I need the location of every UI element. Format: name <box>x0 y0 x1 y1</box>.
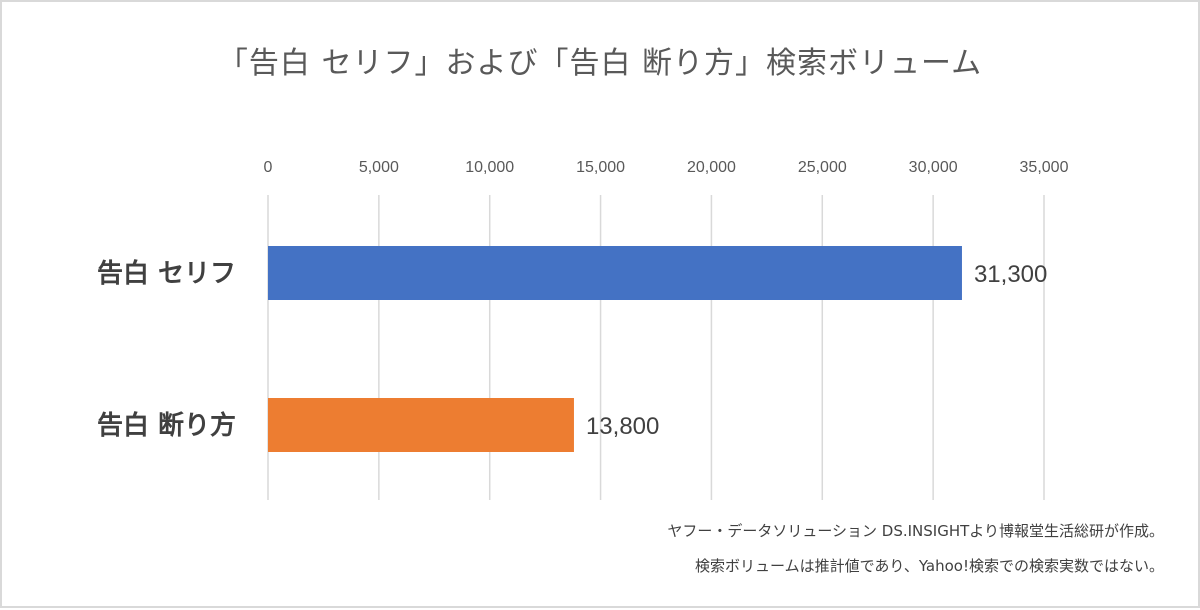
tick-label: 25,000 <box>798 159 847 176</box>
data-label: 31,300 <box>974 261 1047 288</box>
tick-label: 5,000 <box>359 159 399 176</box>
tick-label: 0 <box>264 159 273 176</box>
category-label: 告白 セリフ <box>97 258 236 289</box>
bar <box>268 398 574 452</box>
tick-label: 35,000 <box>1020 159 1069 176</box>
tick-label: 10,000 <box>465 159 514 176</box>
tick-label: 20,000 <box>687 159 736 176</box>
disclaimer-note: 検索ボリュームは推計値であり、Yahoo!検索での検索実数ではない。 <box>695 557 1164 575</box>
source-note: ヤフー・データソリューション DS.INSIGHTより博報堂生活総研が作成。 <box>667 522 1164 540</box>
chart-title: 「告白 セリフ」および「告白 断り方」検索ボリューム <box>217 46 983 81</box>
bar <box>268 246 962 300</box>
category-label: 告白 断り方 <box>97 410 236 441</box>
data-label: 13,800 <box>586 413 659 440</box>
tick-label: 30,000 <box>909 159 958 176</box>
tick-label: 15,000 <box>576 159 625 176</box>
